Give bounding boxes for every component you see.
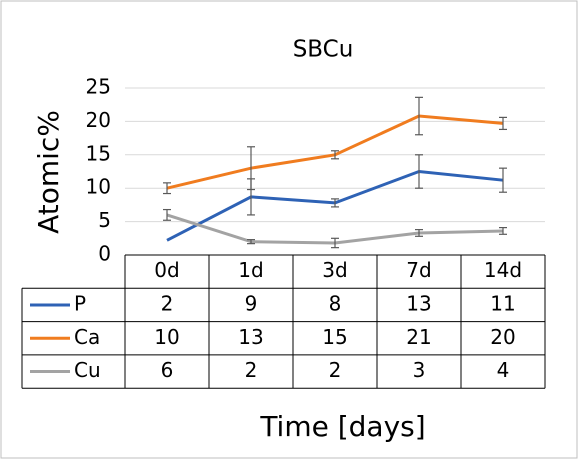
error-bar <box>499 116 507 131</box>
error-bar <box>163 208 171 221</box>
error-bar <box>247 239 255 245</box>
error-bar <box>331 150 339 160</box>
x-tick-label: 0d <box>154 258 179 282</box>
y-tick-label: 0 <box>98 242 111 266</box>
table-value: 10 <box>154 325 179 349</box>
table-value: 8 <box>329 291 342 315</box>
table-value: 9 <box>245 291 258 315</box>
table-value: 6 <box>161 358 174 382</box>
y-tick-label: 10 <box>86 175 111 199</box>
chart-title: SBCu <box>293 37 354 63</box>
x-tick-label: 3d <box>322 258 347 282</box>
x-axis-label: Time [days] <box>259 410 425 443</box>
x-tick-label: 7d <box>406 258 431 282</box>
y-tick-label: 5 <box>98 208 111 232</box>
error-bar <box>415 96 423 136</box>
table-value: 13 <box>406 291 431 315</box>
legend-label: Cu <box>74 358 101 382</box>
x-tick-label: 1d <box>238 258 263 282</box>
y-tick-label: 15 <box>86 141 111 165</box>
error-bar <box>163 182 171 195</box>
error-bar <box>331 237 339 249</box>
table-value: 21 <box>406 325 431 349</box>
y-tick-label: 20 <box>86 108 111 132</box>
legend-label: P <box>74 291 86 315</box>
error-bar <box>331 198 339 208</box>
error-bar <box>415 229 423 237</box>
table-value: 11 <box>490 291 515 315</box>
table-value: 20 <box>490 325 515 349</box>
error-bar <box>415 154 423 189</box>
table-value: 2 <box>329 358 342 382</box>
table-value: 2 <box>245 358 258 382</box>
table-value: 3 <box>413 358 426 382</box>
error-bar <box>247 146 255 191</box>
table-value: 15 <box>322 325 347 349</box>
x-tick-label: 14d <box>484 258 522 282</box>
error-bar <box>499 167 507 193</box>
y-axis-label: Atomic% <box>32 110 65 234</box>
error-bar <box>499 227 507 235</box>
table-value: 2 <box>161 291 174 315</box>
y-tick-label: 25 <box>86 75 111 99</box>
legend-label: Ca <box>74 325 100 349</box>
table-value: 13 <box>238 325 263 349</box>
table-value: 4 <box>497 358 510 382</box>
